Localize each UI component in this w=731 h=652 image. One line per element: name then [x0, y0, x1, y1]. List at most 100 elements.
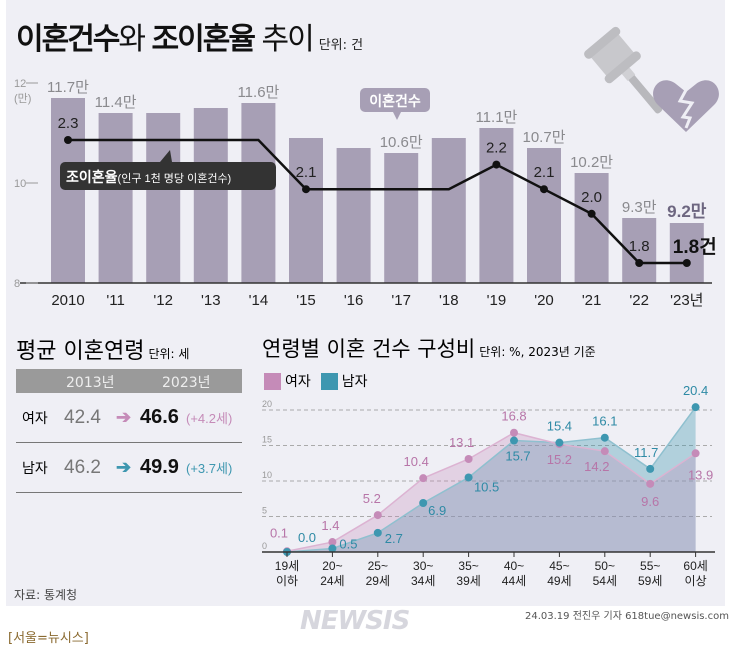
y-tick-label: 8 — [14, 278, 20, 290]
rate-point — [587, 209, 596, 218]
rate-value-label: 2.1 — [534, 164, 555, 181]
female-value-label: 9.6 — [641, 494, 659, 509]
female-value-label: 13.9 — [688, 467, 713, 482]
male-line — [286, 406, 697, 553]
female-area — [287, 432, 696, 552]
avg-age-table: 2013년 2023년 여자 42.4 ➔ 46.6 (+4.2세) 남자 46… — [16, 369, 242, 493]
bar-value-label: 9.3만 — [622, 199, 657, 216]
arrow-right-icon: ➔ — [116, 407, 132, 427]
x-tick-label: 59세 — [638, 574, 662, 588]
row-label: 여자 — [22, 409, 48, 426]
female-point — [510, 428, 518, 437]
bar-value-label: 10.2만 — [570, 154, 613, 171]
x-tick-label: 25~ — [368, 559, 388, 573]
male-value-label: 20.4 — [683, 383, 708, 398]
unit-label: 단위: 건 — [318, 38, 364, 53]
bar-value-label: 11.1만 — [475, 109, 517, 126]
rate-point — [540, 185, 548, 194]
dateline: [서울=뉴시스] — [8, 631, 89, 646]
column-header: 2023년 — [162, 375, 211, 391]
x-tick-label: '22 — [629, 292, 649, 309]
male-value-label: 0.5 — [339, 536, 357, 551]
table-header: 2013년 2023년 — [16, 369, 242, 393]
female-point — [373, 511, 382, 520]
divorce-trend-chart: 11.7만 2010 11.4만 '11 '12 '13 11.6만 '14 '15 '16 10.… — [14, 26, 719, 309]
female-value-label: 1.4 — [321, 518, 339, 533]
legend-swatch-female — [264, 372, 281, 390]
male-value-label: 15.7 — [505, 449, 530, 464]
y-tick-label: 10 — [262, 470, 272, 480]
x-tick-label: 20~ — [322, 559, 342, 573]
bar-value-label: 11.4만 — [95, 94, 137, 111]
female-point — [419, 474, 428, 483]
male-point — [328, 544, 337, 553]
female-value-label: 14.2 — [584, 459, 609, 474]
line-callout: 조이혼율(인구 1천 명당 이혼건수) — [66, 169, 231, 185]
callout-pointer — [160, 150, 172, 162]
age-chart-title: 연령별 이혼 건수 구성비 단위: %, 2023년 기준 — [262, 333, 596, 363]
bar — [289, 138, 323, 283]
rate-value-label: 2.1 — [296, 164, 317, 181]
x-tick-label: 45~ — [549, 559, 569, 573]
x-tick-label: 이상 — [685, 574, 707, 588]
rate-point — [682, 259, 691, 267]
male-value-label: 10.5 — [474, 479, 499, 494]
bar-value-label: 9.2만 — [667, 202, 707, 221]
rate-value-label: 2.0 — [581, 189, 602, 206]
new-value: 46.6 — [140, 406, 179, 428]
table-row-female: 여자 42.4 ➔ 46.6 (+4.2세) — [16, 393, 242, 443]
avg-age-title: 평균 이혼연령 단위: 세 — [16, 333, 189, 365]
bar — [146, 113, 181, 283]
bar — [98, 113, 133, 283]
bar — [193, 108, 228, 283]
x-tick-label: 30~ — [413, 559, 433, 573]
x-tick-label: 29세 — [366, 574, 390, 588]
line-callout-box — [60, 162, 276, 190]
male-point — [600, 433, 609, 442]
male-area — [287, 407, 696, 552]
rate-value-label: 2.2 — [486, 140, 507, 157]
new-value: 49.9 — [140, 456, 179, 478]
x-tick-label: '23년 — [670, 292, 703, 309]
male-value-label: 11.7 — [634, 445, 658, 460]
bar — [431, 138, 466, 283]
x-tick-label: 49세 — [547, 574, 571, 588]
bar — [669, 223, 704, 283]
female-value-label: 15.2 — [547, 452, 572, 467]
female-value-label: 5.2 — [363, 491, 381, 506]
rate-point — [302, 185, 310, 194]
x-tick-label: 55~ — [640, 559, 660, 573]
x-tick-label: 35~ — [458, 559, 478, 573]
female-value-label: 13.1 — [449, 435, 474, 450]
male-point — [464, 473, 473, 482]
female-value-label: 16.8 — [501, 409, 526, 424]
x-tick-label: 34세 — [411, 574, 435, 588]
callout-pointer — [393, 112, 401, 120]
male-point — [646, 464, 655, 473]
x-tick-label: 24세 — [320, 574, 344, 588]
rate-line — [68, 138, 687, 265]
bar-value-label: 10.6만 — [380, 134, 423, 151]
unit-label: 단위: 세 — [148, 347, 190, 361]
male-value-label: 15.4 — [547, 419, 572, 434]
x-tick-label: 50~ — [595, 559, 615, 573]
legend: 여자 남자 — [264, 371, 368, 391]
y-tick-label: 20 — [262, 399, 272, 409]
x-tick-label: '18 — [439, 292, 459, 309]
female-point — [691, 449, 700, 458]
x-tick-label: '17 — [391, 292, 411, 309]
rate-point — [492, 160, 501, 169]
male-value-label: 0.0 — [298, 530, 316, 545]
female-value-label: 10.4 — [404, 454, 429, 469]
female-value-label: 0.1 — [270, 525, 288, 540]
old-value: 46.2 — [64, 456, 101, 478]
column-header: 2013년 — [66, 375, 115, 391]
x-tick-label: 44세 — [502, 574, 526, 588]
age-composition-chart: 0 5 10 15 20 0.1 1.4 5.2 10.4 13.1 16.8 15.2 14.2 9.6… — [262, 383, 715, 588]
x-tick-label: '11 — [106, 292, 124, 309]
rate-value-label: 1.8 — [629, 238, 650, 255]
y-tick-label: 5 — [262, 506, 267, 516]
male-point — [373, 528, 382, 537]
x-tick-label: '12 — [153, 292, 173, 309]
rate-value-label: 2.3 — [58, 115, 79, 132]
